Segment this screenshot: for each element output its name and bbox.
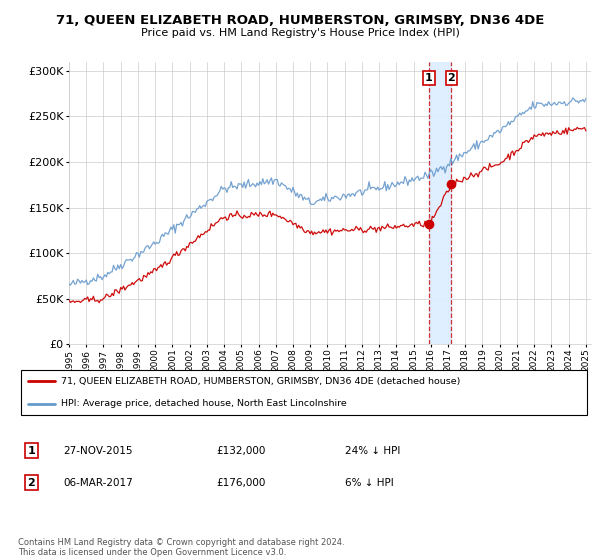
FancyBboxPatch shape: [21, 370, 587, 415]
Text: Contains HM Land Registry data © Crown copyright and database right 2024.
This d: Contains HM Land Registry data © Crown c…: [18, 538, 344, 557]
Text: 24% ↓ HPI: 24% ↓ HPI: [345, 446, 400, 456]
Text: 2: 2: [28, 478, 35, 488]
Text: £132,000: £132,000: [216, 446, 265, 456]
Text: 71, QUEEN ELIZABETH ROAD, HUMBERSTON, GRIMSBY, DN36 4DE: 71, QUEEN ELIZABETH ROAD, HUMBERSTON, GR…: [56, 14, 544, 27]
Text: £176,000: £176,000: [216, 478, 265, 488]
Text: Price paid vs. HM Land Registry's House Price Index (HPI): Price paid vs. HM Land Registry's House …: [140, 28, 460, 38]
Text: HPI: Average price, detached house, North East Lincolnshire: HPI: Average price, detached house, Nort…: [61, 399, 347, 408]
Text: 06-MAR-2017: 06-MAR-2017: [63, 478, 133, 488]
Text: 71, QUEEN ELIZABETH ROAD, HUMBERSTON, GRIMSBY, DN36 4DE (detached house): 71, QUEEN ELIZABETH ROAD, HUMBERSTON, GR…: [61, 377, 460, 386]
Bar: [429, 62, 451, 344]
Text: 27-NOV-2015: 27-NOV-2015: [63, 446, 133, 456]
Text: 1: 1: [425, 73, 433, 83]
Text: 1: 1: [28, 446, 35, 456]
Text: 2: 2: [448, 73, 455, 83]
Text: 6% ↓ HPI: 6% ↓ HPI: [345, 478, 394, 488]
